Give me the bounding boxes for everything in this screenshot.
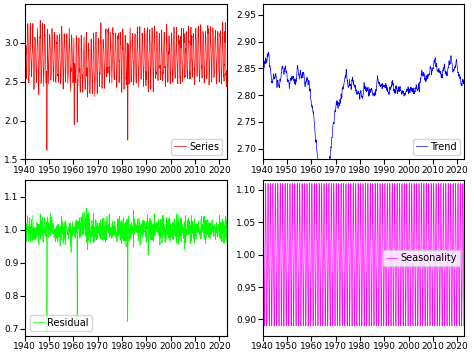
Legend: Seasonality: Seasonality [383,250,460,266]
Legend: Residual: Residual [30,315,91,331]
Legend: Series: Series [172,139,222,155]
Legend: Trend: Trend [412,139,460,155]
